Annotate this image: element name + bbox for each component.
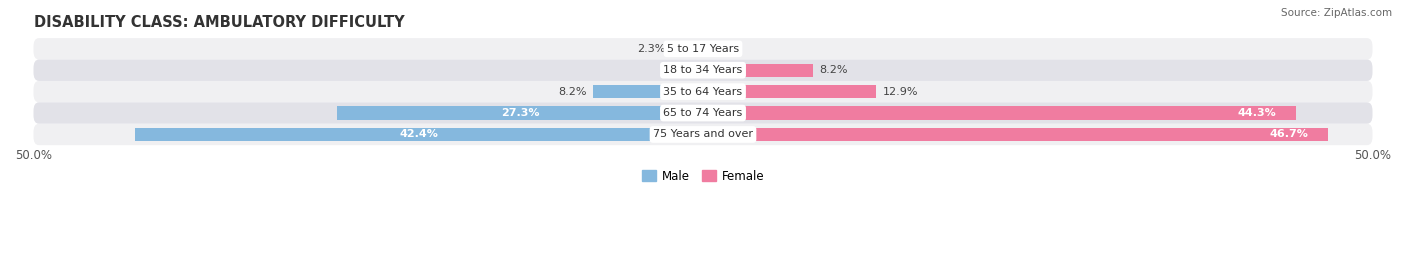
Text: 65 to 74 Years: 65 to 74 Years: [664, 108, 742, 118]
FancyBboxPatch shape: [34, 124, 1372, 145]
Bar: [703, 107, 1296, 120]
Bar: [672, 42, 703, 55]
Text: 44.3%: 44.3%: [1237, 108, 1277, 118]
Text: 5 to 17 Years: 5 to 17 Years: [666, 44, 740, 54]
Text: 75 Years and over: 75 Years and over: [652, 129, 754, 139]
Text: 27.3%: 27.3%: [501, 108, 540, 118]
Text: DISABILITY CLASS: AMBULATORY DIFFICULTY: DISABILITY CLASS: AMBULATORY DIFFICULTY: [34, 15, 404, 30]
Text: 0.0%: 0.0%: [668, 65, 696, 75]
Text: 8.2%: 8.2%: [558, 87, 586, 97]
Text: 35 to 64 Years: 35 to 64 Years: [664, 87, 742, 97]
FancyBboxPatch shape: [34, 81, 1372, 102]
FancyBboxPatch shape: [34, 38, 1372, 59]
Bar: [593, 85, 703, 98]
Text: Source: ZipAtlas.com: Source: ZipAtlas.com: [1281, 8, 1392, 18]
Bar: [703, 128, 1329, 141]
Text: 0.0%: 0.0%: [710, 44, 738, 54]
Bar: [703, 85, 876, 98]
FancyBboxPatch shape: [34, 59, 1372, 81]
Text: 12.9%: 12.9%: [883, 87, 918, 97]
Text: 46.7%: 46.7%: [1270, 129, 1308, 139]
Text: 2.3%: 2.3%: [637, 44, 665, 54]
FancyBboxPatch shape: [34, 102, 1372, 124]
Legend: Male, Female: Male, Female: [637, 165, 769, 187]
Text: 42.4%: 42.4%: [399, 129, 439, 139]
Bar: [703, 63, 813, 77]
Bar: [337, 107, 703, 120]
Text: 8.2%: 8.2%: [820, 65, 848, 75]
Text: 18 to 34 Years: 18 to 34 Years: [664, 65, 742, 75]
Bar: [135, 128, 703, 141]
